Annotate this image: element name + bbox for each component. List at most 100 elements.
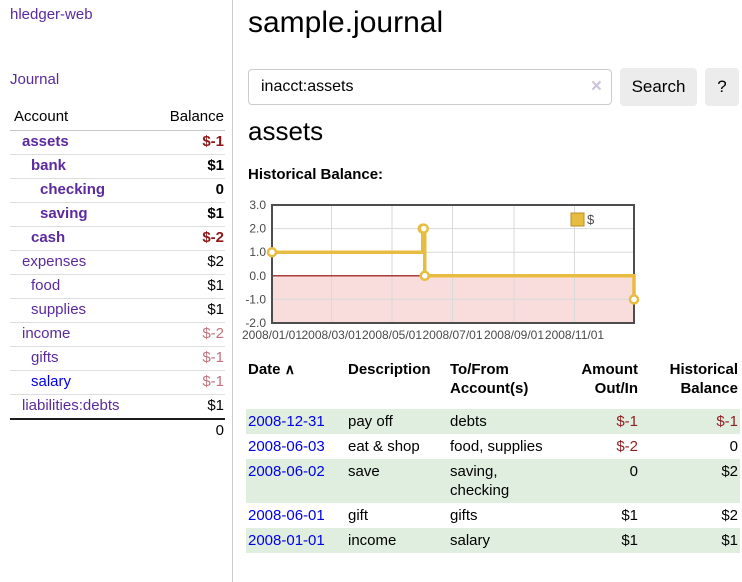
account-row: supplies $1	[10, 298, 225, 323]
register-row: 2008-06-02 save saving, checking 0 $2	[246, 459, 740, 503]
account-row: gifts $-1	[10, 346, 225, 371]
svg-text:2008/05/01: 2008/05/01	[362, 328, 422, 342]
register-row: 2008-01-01 income salary $1 $1	[246, 528, 740, 553]
sidebar: hledger-web Journal Account Balance asse…	[0, 0, 233, 582]
historical-balance-chart: 3.0 2.0 1.0 0.0 -1.0 -2.0 2008/01/01 2008/03/01…	[240, 198, 642, 351]
page-title: sample.journal	[248, 6, 444, 39]
account-row: salary $-1	[10, 370, 225, 395]
chart-title: Historical Balance:	[248, 166, 384, 183]
account-balance: 0	[149, 178, 225, 203]
transaction-accounts: food, supplies	[450, 438, 543, 455]
account-link-income[interactable]: income	[22, 325, 71, 342]
transaction-date-link[interactable]: 2008-06-03	[248, 438, 325, 455]
account-link-supplies[interactable]: supplies	[31, 301, 87, 318]
register-header-amount: Amount Out/In	[581, 361, 638, 397]
transaction-balance: 0	[729, 438, 738, 455]
account-link-checking[interactable]: checking	[40, 181, 106, 198]
account-balance: $1	[149, 298, 225, 323]
svg-text:-1.0: -1.0	[245, 292, 266, 306]
transaction-balance: $2	[721, 463, 738, 480]
account-row: saving $1	[10, 202, 225, 227]
accounts-total: 0	[149, 418, 225, 443]
account-link-assets[interactable]: assets	[22, 133, 69, 150]
svg-text:-2.0: -2.0	[245, 316, 266, 330]
account-row: cash $-2	[10, 226, 225, 251]
account-link-cash[interactable]: cash	[31, 229, 66, 246]
svg-text:2.0: 2.0	[249, 222, 266, 236]
transaction-balance: $-1	[716, 413, 738, 430]
register-row: 2008-06-03 eat & shop food, supplies $-2…	[246, 434, 740, 459]
account-link-food[interactable]: food	[31, 277, 61, 294]
transaction-date-link[interactable]: 2008-01-01	[248, 532, 325, 549]
transaction-description: gift	[348, 507, 369, 524]
transaction-accounts: debts	[450, 413, 487, 430]
register-header-description: Description	[348, 361, 431, 378]
transaction-accounts: salary	[450, 532, 491, 549]
transaction-date-link[interactable]: 2008-06-02	[248, 463, 325, 480]
svg-text:2008/01/01: 2008/01/01	[242, 328, 302, 342]
svg-text:0.0: 0.0	[249, 269, 266, 283]
account-link-gifts[interactable]: gifts	[31, 349, 59, 366]
register-row: 2008-12-31 pay off debts $-1 $-1	[246, 409, 740, 434]
transaction-date-link[interactable]: 2008-12-31	[248, 413, 325, 430]
accounts-total-row: 0	[10, 418, 225, 443]
search-box: ×	[248, 69, 612, 105]
account-row: checking 0	[10, 178, 225, 203]
account-balance: $1	[149, 274, 225, 299]
svg-text:2008/09/01: 2008/09/01	[484, 328, 544, 342]
transaction-accounts: gifts	[450, 507, 478, 524]
svg-text:$: $	[587, 212, 595, 227]
search-button[interactable]: Search	[620, 68, 697, 106]
svg-text:2008/07/01: 2008/07/01	[422, 328, 482, 342]
transaction-amount: $1	[621, 507, 638, 524]
accounts-header-row: Account Balance	[10, 104, 225, 131]
register-row: 2008-06-01 gift gifts $1 $2	[246, 503, 740, 528]
account-balance: $2	[149, 250, 225, 275]
account-row: food $1	[10, 274, 225, 299]
account-row: income $-2	[10, 322, 225, 347]
transaction-amount: $-1	[616, 413, 638, 430]
clear-search-icon[interactable]: ×	[590, 76, 602, 97]
account-balance: $-2	[149, 226, 225, 251]
account-balance: $1	[149, 154, 225, 179]
help-button[interactable]: ?	[705, 68, 739, 106]
account-heading: assets	[248, 116, 324, 146]
transaction-amount: $1	[621, 532, 638, 549]
account-balance: $1	[149, 202, 225, 227]
svg-text:3.0: 3.0	[249, 199, 266, 212]
account-link-saving[interactable]: saving	[40, 205, 88, 222]
brand-link[interactable]: hledger-web	[10, 6, 93, 23]
register-table: Date ∧ Description To/From Account(s) Amo…	[246, 358, 740, 553]
search-input[interactable]	[248, 69, 612, 105]
register-header-date[interactable]: Date ∧	[246, 358, 346, 409]
transaction-date-link[interactable]: 2008-06-01	[248, 507, 325, 524]
account-row: bank $1	[10, 154, 225, 179]
account-link-expenses[interactable]: expenses	[22, 253, 87, 270]
account-balance: $-1	[149, 370, 225, 395]
account-balance: $1	[149, 394, 225, 419]
register-header-accounts: To/From Account(s)	[450, 361, 529, 397]
account-link-salary[interactable]: salary	[31, 373, 72, 390]
account-balance: $-1	[149, 346, 225, 371]
accounts-table: Account Balance assets $-1 bank $1 check…	[10, 104, 225, 443]
svg-text:1.0: 1.0	[249, 245, 266, 259]
transaction-accounts: saving, checking	[450, 463, 510, 499]
transaction-balance: $2	[721, 507, 738, 524]
transaction-description: pay off	[348, 413, 393, 430]
account-link-bank[interactable]: bank	[31, 157, 67, 174]
svg-text:2008/03/01: 2008/03/01	[301, 328, 361, 342]
register-header-date-label: Date	[248, 361, 281, 378]
accounts-header-account: Account	[10, 104, 150, 131]
account-row: expenses $2	[10, 250, 225, 275]
accounts-header-balance: Balance	[149, 104, 225, 131]
account-balance: $-2	[149, 322, 225, 347]
account-link-liabilities-debts[interactable]: liabilities:debts	[22, 397, 120, 414]
transaction-amount: $-2	[616, 438, 638, 455]
sort-asc-icon: ∧	[284, 361, 295, 377]
sidebar-item-journal[interactable]: Journal	[10, 71, 60, 88]
register-header-row: Date ∧ Description To/From Account(s) Amo…	[246, 358, 740, 409]
transaction-amount: 0	[629, 463, 638, 480]
transaction-description: save	[348, 463, 380, 480]
account-row: assets $-1	[10, 131, 225, 155]
